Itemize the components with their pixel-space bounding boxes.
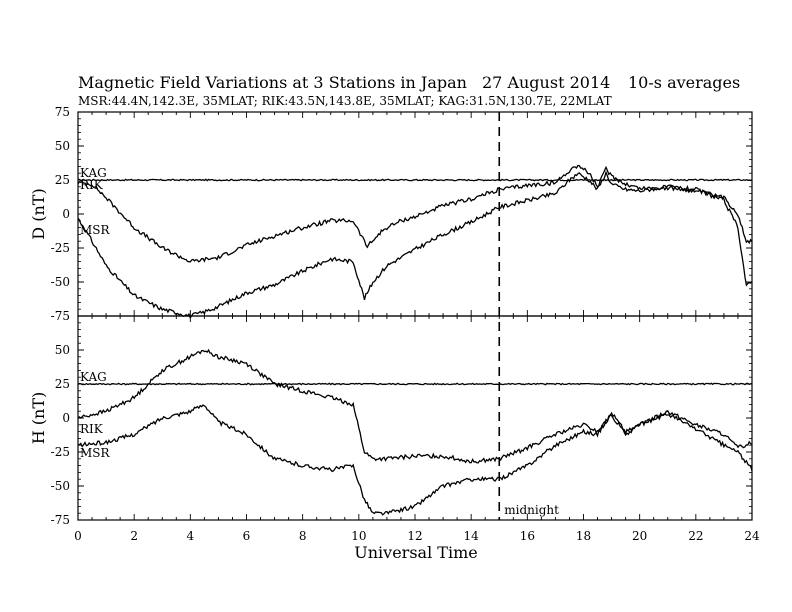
x-tick-label: 8 [299, 529, 307, 543]
x-tick-label: 6 [243, 529, 251, 543]
y-tick-label: -75 [51, 513, 70, 527]
x-tick-label: 12 [407, 529, 422, 543]
y-tick-label: 0 [62, 411, 70, 425]
chart-title: Magnetic Field Variations at 3 Stations … [78, 73, 467, 92]
x-tick-label: 24 [744, 529, 760, 543]
x-tick-label: 18 [576, 529, 591, 543]
x-axis-label: Universal Time [354, 543, 477, 562]
panel-1: 50 25 0 -25 -50 -75 H (nT) KAG RIK MSR [29, 315, 753, 527]
series-label-msr: MSR [80, 223, 111, 237]
series-label-rik: RIK [80, 178, 104, 192]
x-tick-label: 4 [187, 529, 195, 543]
y-tick-label: 25 [55, 173, 70, 187]
x-tick-label: 20 [632, 529, 647, 543]
series-line-kag [77, 382, 753, 386]
y-axis-label: D (nT) [29, 188, 48, 239]
series-label-kag: KAG [80, 166, 107, 180]
panel-frame [77, 315, 753, 521]
chart-subtitle: MSR:44.4N,142.3E, 35MLAT; RIK:43.5N,143.… [78, 94, 612, 108]
y-tick-label: -75 [51, 309, 70, 323]
x-tick-label: 16 [520, 529, 535, 543]
x-tick-label: 2 [130, 529, 138, 543]
y-tick-label: 75 [55, 105, 70, 119]
series-label-msr: MSR [80, 446, 111, 460]
y-tick-label: -25 [51, 241, 70, 255]
y-tick-label: -50 [51, 479, 70, 493]
y-tick-label: 0 [62, 207, 70, 221]
x-tick-label: 0 [74, 529, 82, 543]
series-line-rik [77, 164, 753, 263]
series-line-msr [77, 404, 753, 516]
series-label-kag: KAG [80, 370, 107, 384]
x-tick-label: 14 [464, 529, 480, 543]
y-tick-label: 50 [55, 139, 70, 153]
y-axis-label: H (nT) [29, 392, 48, 445]
y-tick-label: -25 [51, 445, 70, 459]
midnight-label: midnight [504, 503, 559, 517]
y-tick-label: -50 [51, 275, 70, 289]
x-tick-label: 10 [351, 529, 366, 543]
series-label-rik: RIK [80, 422, 104, 436]
panel-frame [77, 111, 753, 317]
x-tick-label: 22 [688, 529, 703, 543]
series-line-msr [77, 170, 753, 320]
y-tick-label: 25 [55, 377, 70, 391]
chart-date: 27 August 2014 [482, 73, 610, 92]
series-line-kag [77, 178, 753, 182]
series-line-rik [77, 348, 753, 464]
y-tick-label: 50 [55, 343, 70, 357]
x-axis: 0 2 4 6 8 10 12 14 16 18 20 22 24 [74, 529, 760, 543]
chart-averaging: 10-s averages [628, 73, 740, 92]
